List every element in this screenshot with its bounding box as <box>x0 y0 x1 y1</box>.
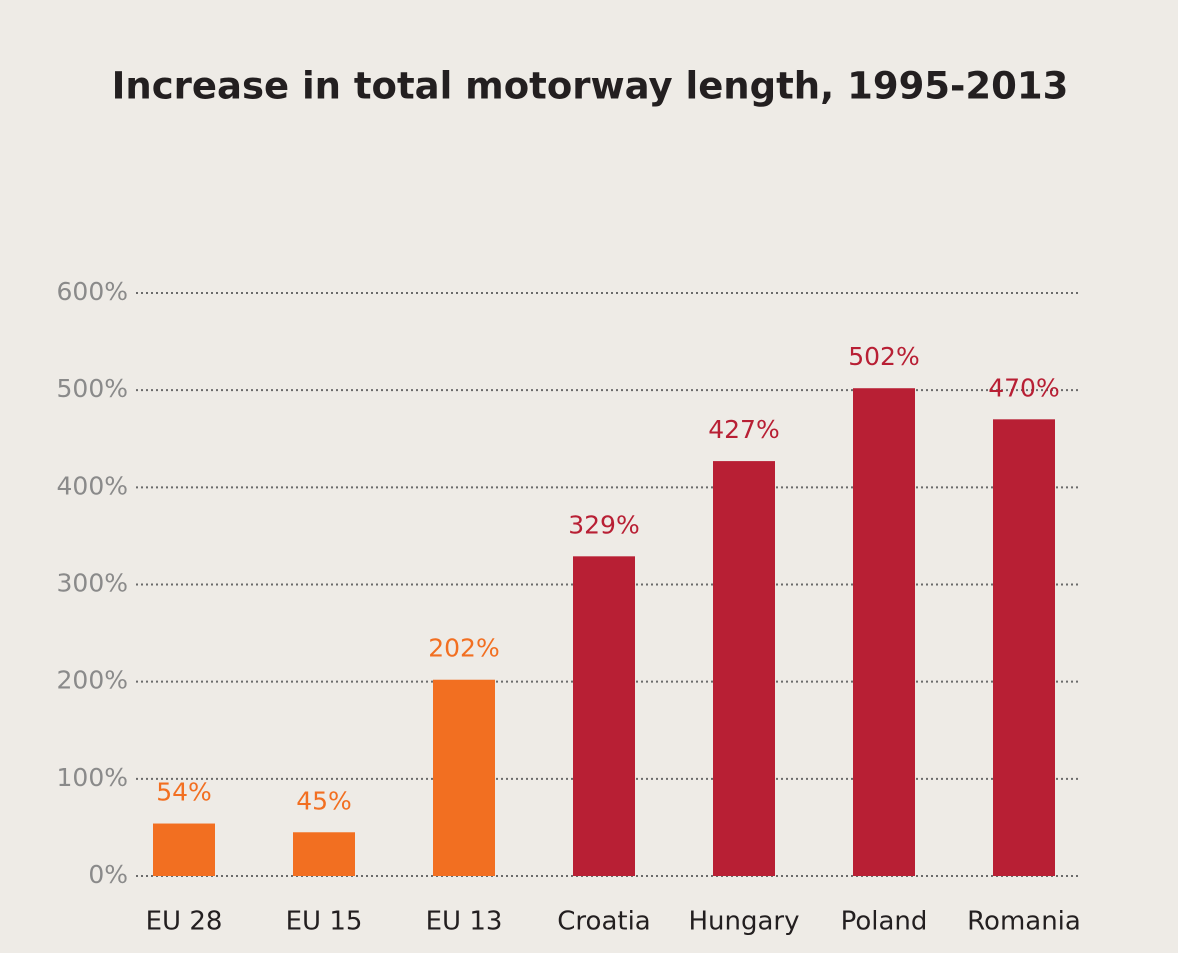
y-tick-label: 400% <box>57 471 128 500</box>
bar <box>853 388 915 876</box>
x-tick-label: EU 28 <box>146 907 223 937</box>
x-tick-label: Poland <box>841 907 928 937</box>
y-tick-label: 300% <box>57 569 128 598</box>
value-label: 329% <box>568 510 639 539</box>
y-tick-label: 0% <box>88 860 128 889</box>
value-label: 427% <box>708 415 779 444</box>
y-tick-label: 500% <box>57 374 128 403</box>
value-label: 470% <box>988 373 1059 402</box>
y-tick-label: 600% <box>57 277 128 306</box>
bar <box>713 461 775 876</box>
bar <box>993 419 1055 876</box>
bar <box>293 832 355 876</box>
x-tick-label: EU 15 <box>286 907 363 937</box>
x-tick-label: Romania <box>967 907 1081 937</box>
x-tick-label: Hungary <box>688 907 799 937</box>
bar <box>433 679 495 876</box>
x-tick-label: EU 13 <box>426 907 503 937</box>
bar <box>573 556 635 876</box>
x-tick-label: Croatia <box>557 907 650 937</box>
value-label: 202% <box>428 634 499 663</box>
y-tick-label: 100% <box>57 763 128 792</box>
bar <box>153 823 215 876</box>
y-tick-label: 200% <box>57 666 128 695</box>
chart-title: Increase in total motorway length, 1995-… <box>112 65 1069 108</box>
value-label: 502% <box>848 342 919 371</box>
value-label: 45% <box>296 786 352 815</box>
value-label: 54% <box>156 778 212 807</box>
